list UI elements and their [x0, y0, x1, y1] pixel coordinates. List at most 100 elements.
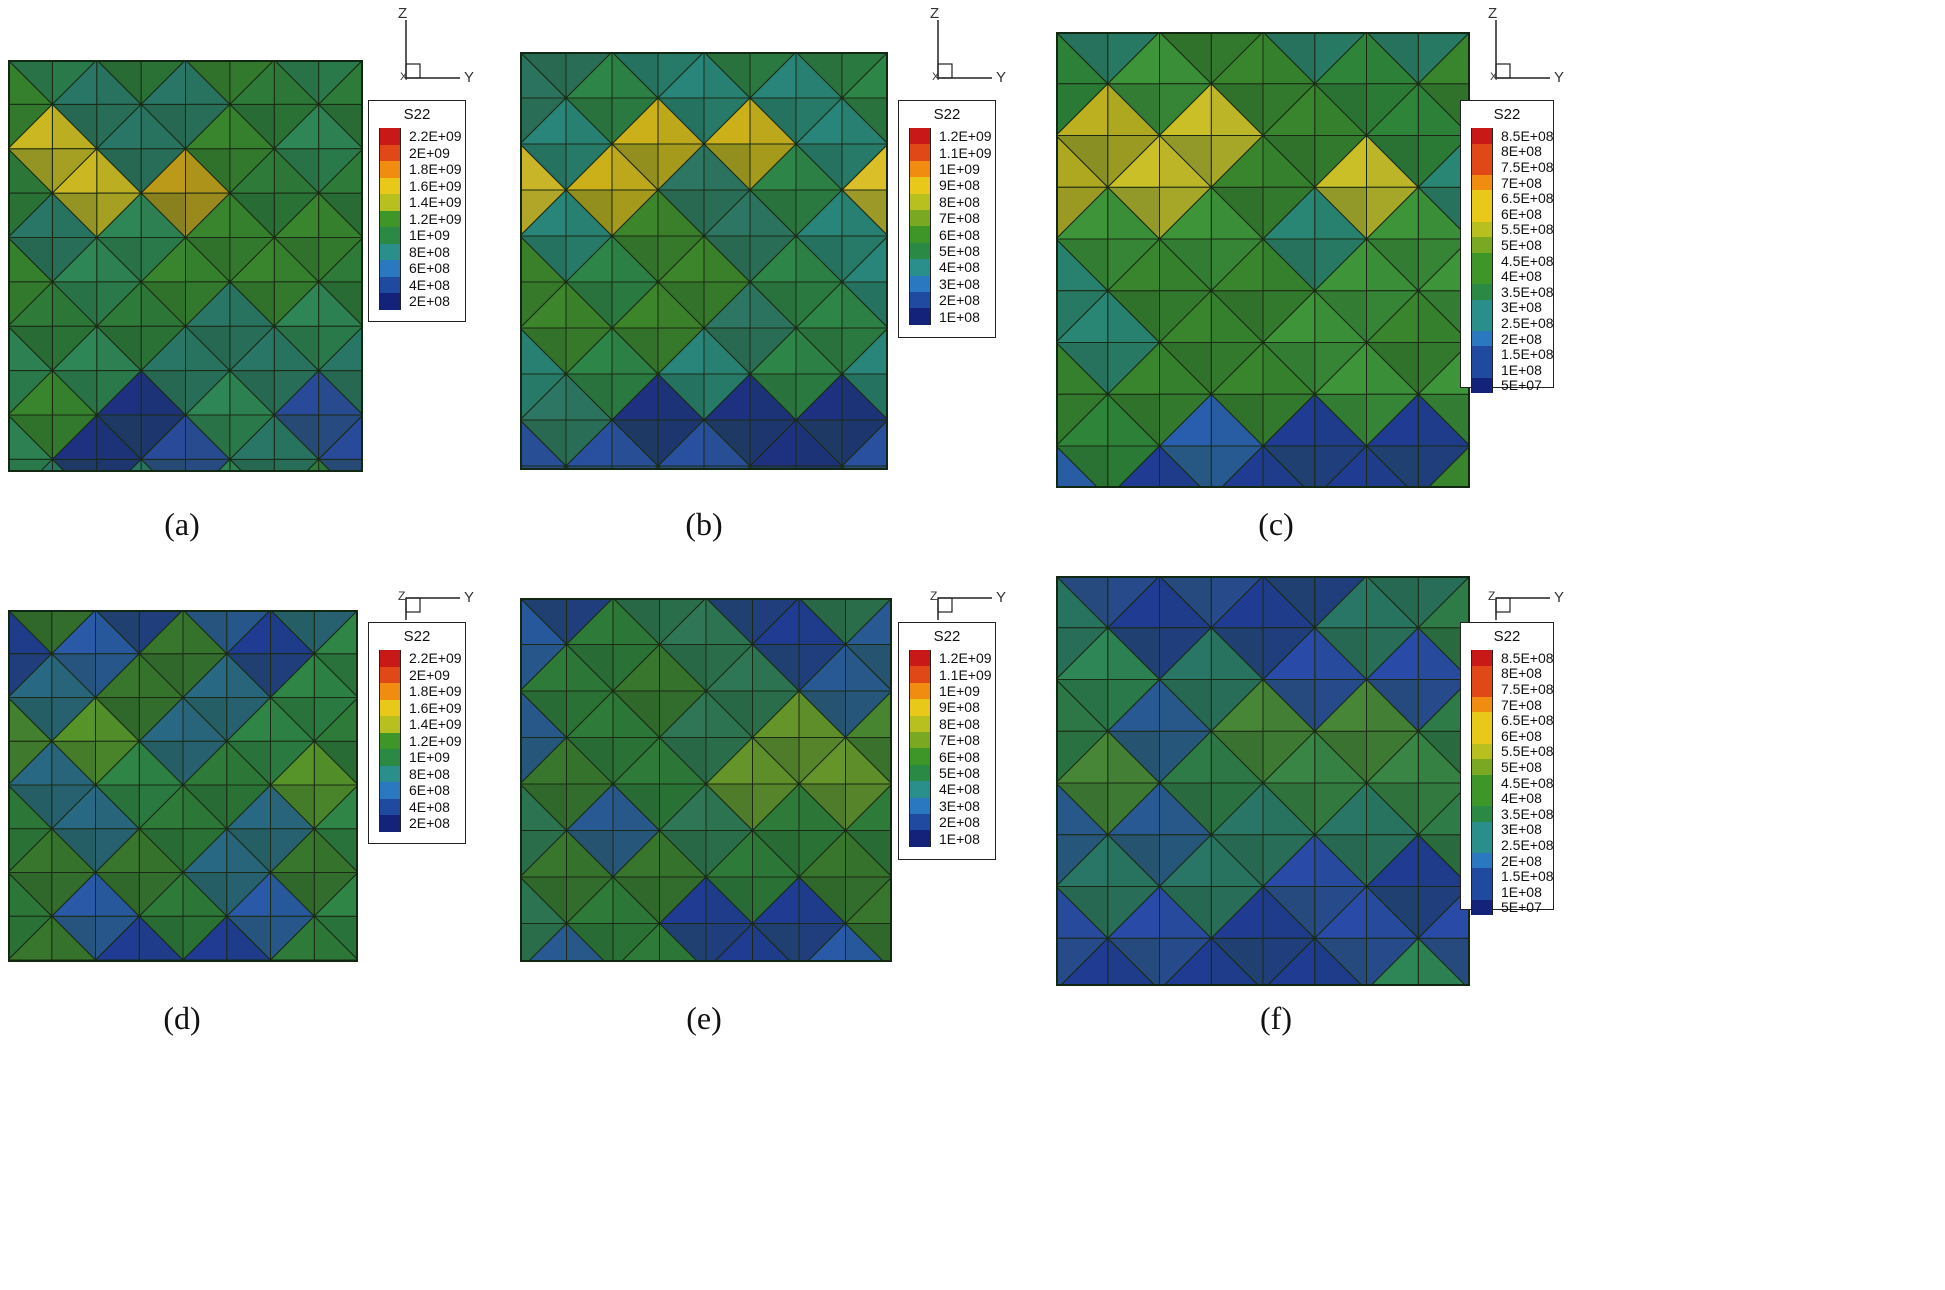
legend-swatch: [379, 650, 401, 667]
legend-entry: 7E+08: [1471, 697, 1542, 713]
legend-title: S22: [403, 628, 431, 645]
legend-label: 2E+08: [1501, 330, 1542, 347]
legend-swatch: [909, 128, 931, 145]
legend-swatch: [909, 292, 931, 309]
legend-swatch: [909, 781, 931, 798]
legend-entry: 1E+08: [1471, 362, 1542, 378]
axis-triad-f: Z Y: [1488, 580, 1568, 620]
legend-entry: 2E+08: [909, 814, 980, 831]
legend-swatch: [1471, 899, 1493, 916]
legend-label: 2E+08: [939, 292, 980, 309]
legend-entry: 2E+08: [379, 815, 450, 832]
legend-entry: 2E+08: [1471, 331, 1542, 347]
axis-triad-b: Z Y X: [930, 6, 1010, 85]
legend-swatch: [1471, 330, 1493, 347]
legend-entry: 4E+08: [909, 781, 980, 798]
legend-label: 7E+08: [939, 732, 980, 749]
legend-label: 6E+08: [1501, 727, 1542, 744]
legend-swatch: [909, 748, 931, 765]
legend-entry: 1.2E+09: [909, 128, 992, 145]
legend-label: 3E+08: [939, 275, 980, 292]
legend-swatch: [1471, 190, 1493, 206]
legend-entry: 5E+08: [1471, 237, 1542, 253]
legend-swatch: [909, 144, 931, 161]
legend-label: 5.5E+08: [1501, 221, 1554, 238]
caption-a: (a): [164, 506, 200, 542]
axis-z-label: Z: [398, 589, 406, 603]
legend-label: 6.5E+08: [1501, 712, 1554, 729]
axis-y-label: Y: [1554, 589, 1565, 606]
legend-entry: 5E+07: [1471, 899, 1542, 916]
legend-label: 8E+08: [939, 193, 980, 210]
legend-label: 1E+09: [409, 227, 450, 244]
legend-entry: 5E+07: [1471, 377, 1542, 394]
legend-swatch: [909, 764, 931, 782]
legend-label: 4E+08: [939, 259, 980, 276]
caption-c: (c): [1258, 506, 1294, 542]
legend-swatch: [1471, 362, 1493, 378]
legend-entry: 5.5E+08: [1471, 743, 1554, 760]
legend-label: 1.6E+09: [409, 699, 462, 716]
legend-label: 5E+07: [1501, 899, 1542, 916]
legend-swatch: [1471, 252, 1493, 269]
legend-label: 5E+08: [1501, 758, 1542, 775]
legend-entry: 1.6E+09: [379, 699, 462, 716]
legend-swatch: [1471, 743, 1493, 760]
legend-swatch: [379, 128, 401, 145]
legend-label: 5E+07: [1501, 377, 1542, 394]
legend-label: 3.5E+08: [1501, 805, 1554, 822]
legend-entry: 3E+08: [909, 275, 980, 292]
legend-entry: 2.2E+09: [379, 128, 462, 145]
legend-entry: 1.2E+09: [379, 732, 462, 749]
legend-label: 7E+08: [1501, 696, 1542, 713]
legend-entry: 3.5E+08: [1471, 806, 1554, 822]
legend-entry: 2.5E+08: [1471, 315, 1554, 331]
legend-label: 2E+08: [409, 815, 450, 832]
legend-label: 3E+08: [939, 797, 980, 814]
legend-swatch: [909, 275, 931, 292]
legend-b: S22 1.2E+09 1.1E+09 1E+09 9E+08 8E+08 7E+08 6E…: [898, 100, 996, 338]
legend-swatch: [909, 177, 931, 194]
legend-label: 1.4E+09: [409, 716, 462, 733]
legend-label: 1E+08: [939, 308, 980, 325]
legend-swatch: [1471, 650, 1493, 666]
legend-swatch: [379, 276, 401, 293]
legend-entry: 2E+08: [1471, 853, 1542, 869]
legend-label: 1.8E+09: [409, 683, 462, 700]
legend-label: 2E+09: [409, 144, 450, 161]
legend-label: 1E+08: [1501, 361, 1542, 378]
legend-swatch: [1471, 128, 1493, 144]
axis-z-label: Z: [398, 5, 408, 22]
legend-entry: 1E+09: [909, 682, 980, 700]
axis-z-label: Z: [1488, 589, 1496, 603]
legend-entry: 3E+08: [1471, 299, 1542, 315]
legend-swatch: [1471, 696, 1493, 713]
legend-swatch: [1471, 837, 1493, 853]
caption-f: (f): [1260, 1000, 1292, 1036]
legend-swatch: [1471, 821, 1493, 838]
legend-label: 5.5E+08: [1501, 743, 1554, 760]
legend-swatch: [1471, 728, 1493, 744]
legend-label: 2.2E+09: [409, 128, 462, 145]
legend-swatch: [909, 259, 931, 276]
legend-swatch: [379, 732, 401, 749]
legend-entry: 8E+08: [1471, 665, 1542, 681]
legend-entry: 5.5E+08: [1471, 221, 1554, 238]
legend-swatch: [379, 765, 401, 782]
legend-swatch: [909, 830, 931, 847]
legend-label: 1.5E+08: [1501, 346, 1554, 363]
legend-label: 1E+09: [939, 682, 980, 699]
legend-swatch: [379, 243, 401, 260]
legend-entry: 1.1E+09: [909, 666, 992, 683]
legend-label: 9E+08: [939, 699, 980, 716]
legend-entry: 8E+08: [1471, 143, 1542, 159]
legend-label: 1.6E+09: [409, 177, 462, 194]
legend-entry: 1.8E+09: [379, 161, 462, 178]
legend-swatch: [379, 782, 401, 799]
legend-entry: 5E+08: [909, 242, 980, 260]
legend-label: 1E+09: [939, 160, 980, 177]
legend-swatch: [1471, 346, 1493, 362]
legend-label: 3E+08: [1501, 821, 1542, 838]
legend-label: 4E+08: [1501, 268, 1542, 285]
legend-label: 2E+09: [409, 666, 450, 683]
